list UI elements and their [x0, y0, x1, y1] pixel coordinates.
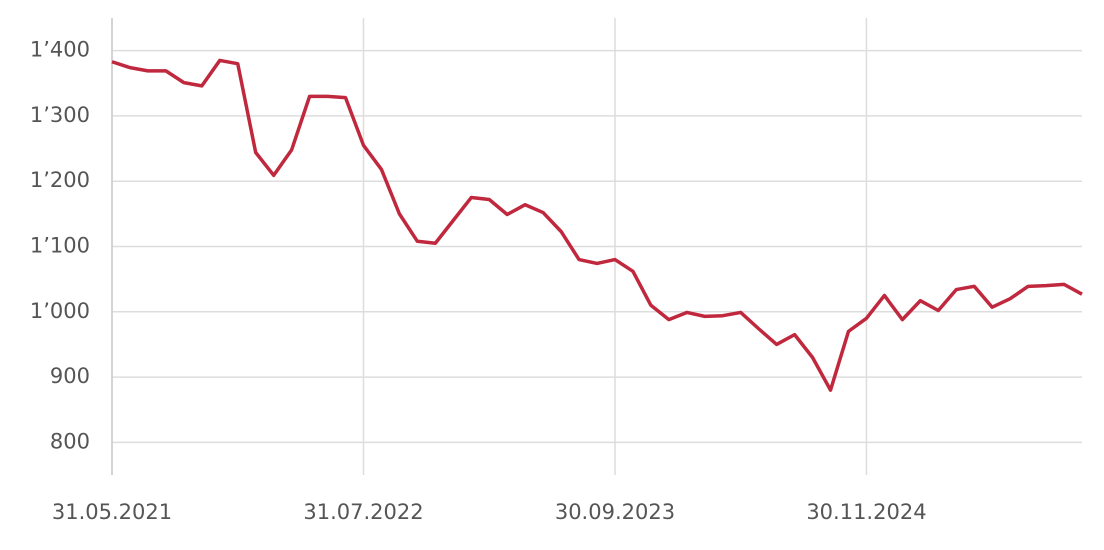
y-tick-label: 900	[50, 364, 90, 388]
x-tick-label: 31.05.2021	[52, 500, 172, 524]
y-tick-label: 1’300	[30, 103, 90, 127]
y-tick-label: 1’200	[30, 168, 90, 192]
y-tick-label: 1’100	[30, 234, 90, 258]
line	[111, 58, 1083, 392]
x-tick-label: 30.11.2024	[806, 500, 926, 524]
y-tick-label: 1’000	[30, 299, 90, 323]
x-tick-label: 31.07.2022	[303, 500, 423, 524]
y-tick-label: 800	[50, 429, 90, 453]
y-tick-label: 1’400	[30, 38, 90, 62]
x-tick-label: 30.09.2023	[555, 500, 675, 524]
